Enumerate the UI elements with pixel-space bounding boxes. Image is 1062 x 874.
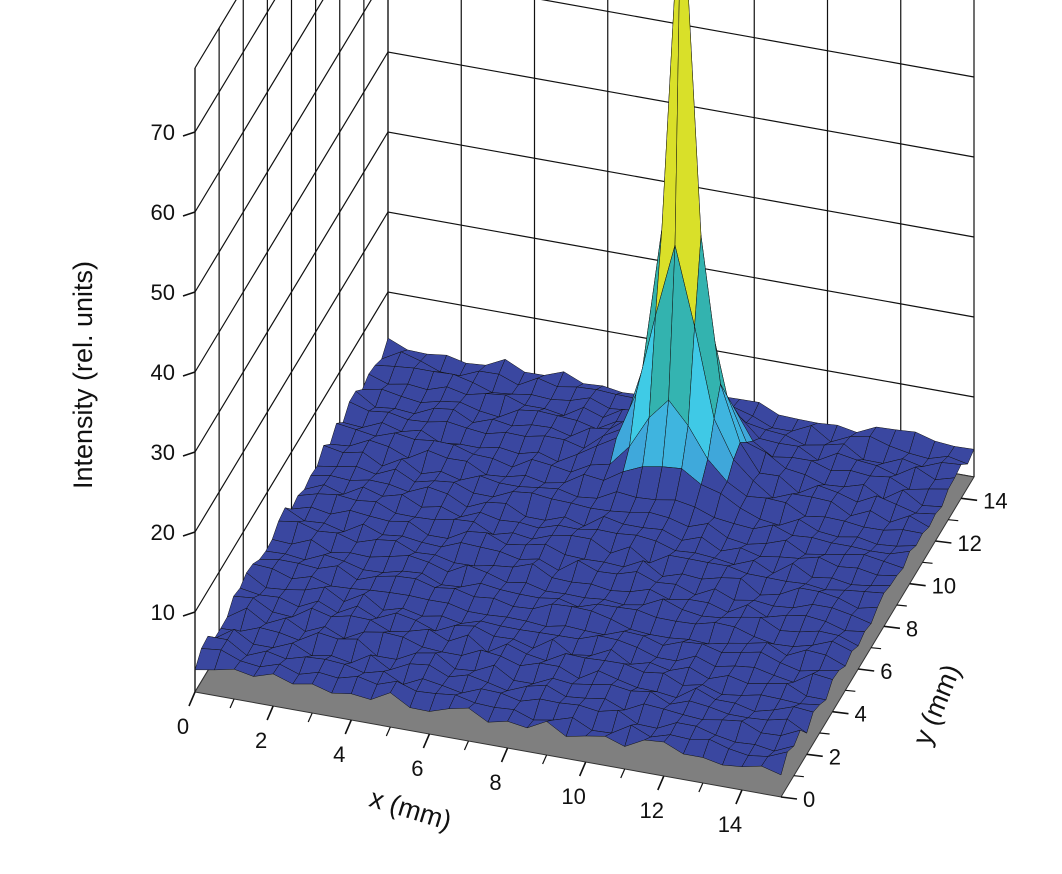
y-tick [832, 710, 849, 715]
z-tick-label: 30 [151, 440, 175, 465]
x-tick-label: 10 [561, 784, 585, 809]
x-tick-label: 12 [640, 798, 664, 823]
x-tick-label: 0 [177, 714, 189, 739]
y-minor-tick [948, 519, 959, 522]
x-tick [657, 775, 665, 791]
x-minor-tick [698, 782, 704, 793]
z-tick [182, 211, 196, 217]
z-tick-label: 70 [151, 120, 175, 145]
x-tick [344, 719, 353, 735]
z-tick [182, 131, 196, 137]
z-tick-label: 10 [151, 600, 175, 625]
z-tick-label: 40 [151, 360, 175, 385]
z-tick [182, 451, 196, 457]
x-tick-label: 14 [718, 812, 742, 837]
y-tick-label: 12 [957, 531, 981, 556]
y-tick-label: 14 [983, 488, 1007, 513]
surface-cell [761, 751, 788, 776]
z-tick [182, 371, 196, 377]
y-tick-label: 8 [906, 616, 918, 641]
x-minor-tick [385, 726, 391, 737]
x-tick-label: 2 [255, 728, 267, 753]
y-minor-tick [871, 647, 882, 650]
x-minor-tick [542, 754, 548, 765]
y-tick [935, 540, 952, 544]
y-minor-tick [819, 732, 830, 735]
y-tick [780, 796, 798, 800]
intensity-surface [194, 0, 975, 776]
x-tick-label: 6 [411, 756, 423, 781]
x-tick [578, 761, 587, 777]
z-tick-label: 20 [151, 520, 175, 545]
y-minor-tick [845, 689, 856, 692]
z-axis-ticks: 10 20 30 40 50 60 70 [151, 68, 196, 692]
z-tick [182, 611, 196, 617]
y-tick [909, 582, 926, 587]
y-tick-label: 2 [829, 744, 841, 769]
x-axis-ticks: 0 2 4 6 8 10 12 14 [177, 691, 743, 837]
y-tick [961, 497, 978, 502]
x-tick [500, 747, 509, 763]
x-tick [422, 733, 431, 749]
z-tick-label: 60 [151, 200, 175, 225]
y-tick [883, 625, 901, 630]
x-tick [188, 691, 196, 707]
z-tick [182, 531, 196, 537]
y-tick [806, 753, 823, 758]
y-tick-label: 10 [932, 574, 956, 599]
y-tick-label: 6 [880, 659, 892, 684]
z-axis-label: Intensity (rel. units) [68, 261, 98, 489]
x-tick-label: 8 [489, 770, 501, 795]
x-minor-tick [229, 698, 235, 709]
z-tick-label: 50 [151, 280, 175, 305]
y-minor-tick [793, 775, 804, 778]
x-tick-label: 4 [333, 742, 345, 767]
y-minor-tick [922, 561, 933, 564]
z-tick [182, 291, 196, 297]
x-tick [266, 705, 274, 721]
back-walls-grid [194, 0, 975, 693]
x-tick [735, 789, 743, 805]
y-tick [858, 668, 875, 672]
x-axis-label: x (mm) [366, 783, 455, 836]
y-minor-tick [896, 604, 907, 607]
y-axis-label: y (mm) [907, 660, 966, 749]
x-minor-tick [307, 712, 313, 723]
x-minor-tick [620, 768, 626, 779]
x-minor-tick [463, 740, 470, 751]
y-tick-label: 4 [854, 702, 866, 727]
y-tick-label: 0 [803, 787, 815, 812]
